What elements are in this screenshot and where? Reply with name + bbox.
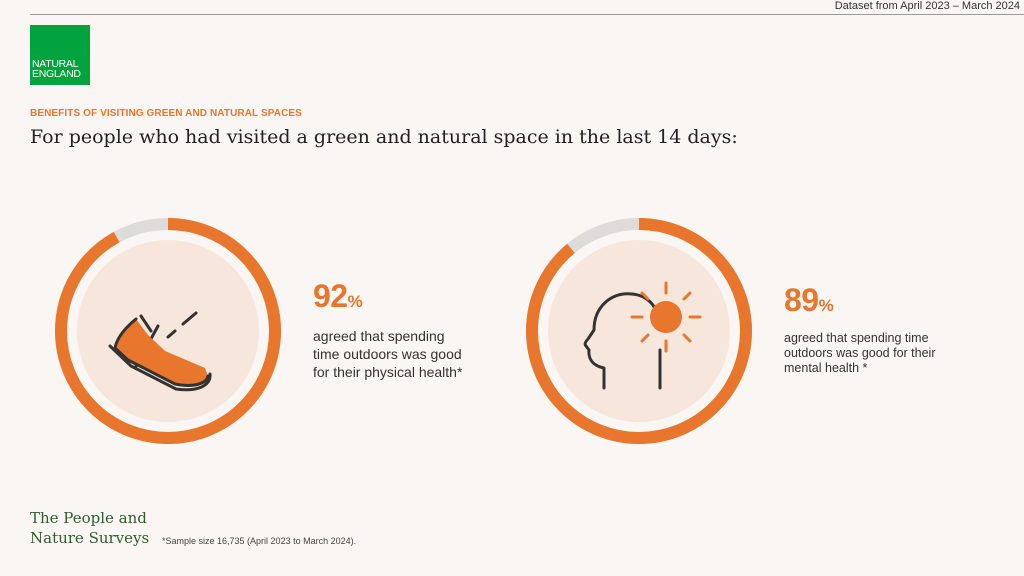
percent-unit: % <box>347 292 363 311</box>
description-line: time outdoors was good <box>313 346 462 362</box>
percent-unit: % <box>818 296 834 315</box>
logo-line-2: ENGLAND <box>32 68 81 80</box>
shoe-tongue <box>139 314 153 333</box>
ring-progress <box>55 218 281 444</box>
description-line: for their physical health* <box>313 364 463 380</box>
brand-line-2: Nature Surveys <box>30 529 150 547</box>
ring-inner-circle <box>77 240 259 422</box>
brand-line-1: The People and <box>30 509 147 527</box>
head-outline <box>583 292 659 390</box>
shoe-body <box>115 319 208 386</box>
ring-inner-circle <box>548 240 730 422</box>
description-line: mental health * <box>784 361 868 375</box>
motion-lines <box>166 311 198 339</box>
page-title: For people who had visited a green and n… <box>30 126 738 148</box>
sun-icon <box>650 301 682 333</box>
shoe-icon <box>108 311 212 392</box>
section-kicker: BENEFITS OF VISITING GREEN AND NATURAL S… <box>30 108 302 119</box>
physical-health-percent: 92% <box>313 278 462 315</box>
percent-value: 92 <box>313 278 348 314</box>
physical-health-ring <box>55 218 281 444</box>
head-sun-icon <box>583 281 702 390</box>
sun-rays <box>630 281 702 353</box>
header-divider <box>30 14 1024 15</box>
physical-health-description: agreed that spending time outdoors was g… <box>313 327 462 381</box>
mental-health-ring <box>526 218 752 444</box>
shoe-sole <box>108 344 212 392</box>
physical-health-stat: 92% agreed that spending time outdoors w… <box>313 278 462 381</box>
description-line: agreed that spending time <box>784 331 929 345</box>
percent-value: 89 <box>784 282 819 318</box>
logo-line-1: NATURAL <box>32 58 79 70</box>
description-line: outdoors was good for their <box>784 346 936 360</box>
natural-england-logo: NATURAL ENGLAND <box>30 25 90 85</box>
survey-brand: The People and Nature Surveys <box>30 508 149 548</box>
shoe-outline <box>113 317 210 387</box>
mental-health-percent: 89% <box>784 282 935 319</box>
description-line: agreed that spending <box>313 328 445 344</box>
mental-health-stat: 89% agreed that spending time outdoors w… <box>784 282 935 376</box>
ring-progress <box>526 218 752 444</box>
mental-health-description: agreed that spending time outdoors was g… <box>784 331 935 376</box>
sample-footnote: *Sample size 16,735 (April 2023 to March… <box>162 536 357 546</box>
dataset-period: Dataset from April 2023 – March 2024 <box>834 0 1020 12</box>
